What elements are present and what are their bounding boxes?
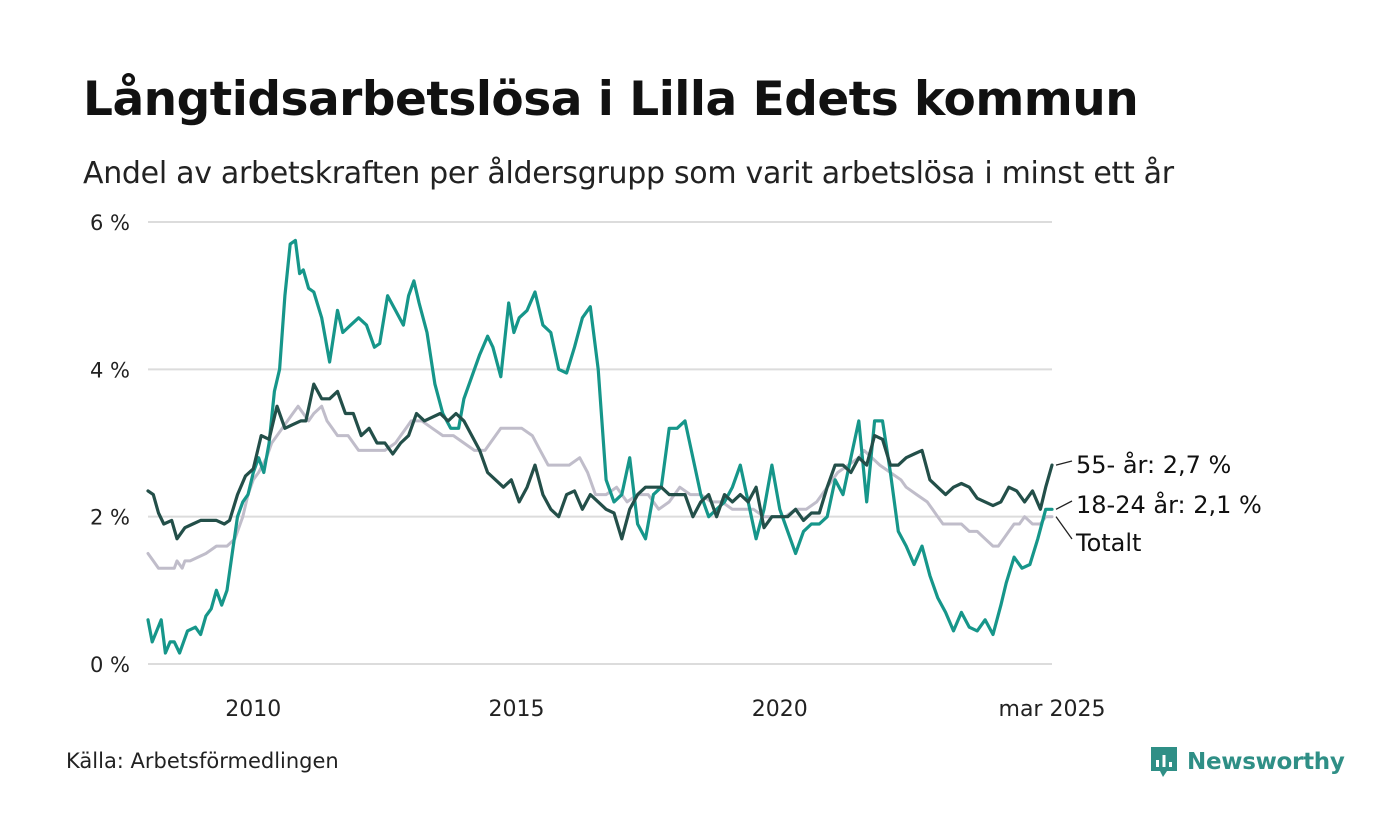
newsworthy-logo-icon — [1151, 747, 1177, 777]
series-line-total — [146, 404, 1054, 570]
brand-name: Newsworthy — [1187, 749, 1345, 775]
series-lines — [146, 238, 1054, 655]
y-tick-label: 4 % — [90, 358, 130, 382]
series-end-label-age55: 55- år: 2,7 % — [1076, 450, 1231, 479]
x-tick-label: mar 2025 — [999, 697, 1106, 722]
y-tick-label: 6 % — [90, 211, 130, 235]
y-tick-label: 0 % — [90, 653, 130, 677]
series-end-label-age18_24: 18-24 år: 2,1 % — [1076, 490, 1262, 519]
label-leader-line — [1055, 460, 1073, 466]
x-axis-ticks: 2010 2015 2020 mar 2025 — [225, 697, 1105, 722]
chart-subtitle: Andel av arbetskraften per åldersgrupp s… — [83, 156, 1174, 191]
series-end-labels: Totalt 18-24 år: 2,1 % 55- år: 2,7 % — [1055, 450, 1262, 557]
gridlines — [148, 221, 1052, 665]
series-line-age55 — [146, 382, 1054, 541]
brand-logo: Newsworthy — [1149, 745, 1345, 779]
label-leader-line — [1055, 500, 1073, 510]
source-note: Källa: Arbetsförmedlingen — [66, 749, 339, 773]
x-tick-label: 2015 — [489, 697, 545, 722]
chart-title: Långtidsarbetslösa i Lilla Edets kommun — [83, 72, 1139, 127]
x-tick-label: 2020 — [752, 697, 808, 722]
y-axis-ticks: 0 % 2 % 4 % 6 % — [90, 211, 130, 677]
x-tick-label: 2010 — [225, 697, 281, 722]
series-line-age18_24 — [146, 238, 1054, 655]
label-leader-line — [1055, 516, 1073, 540]
y-tick-label: 2 % — [90, 506, 130, 530]
series-end-label-total: Totalt — [1075, 529, 1141, 557]
